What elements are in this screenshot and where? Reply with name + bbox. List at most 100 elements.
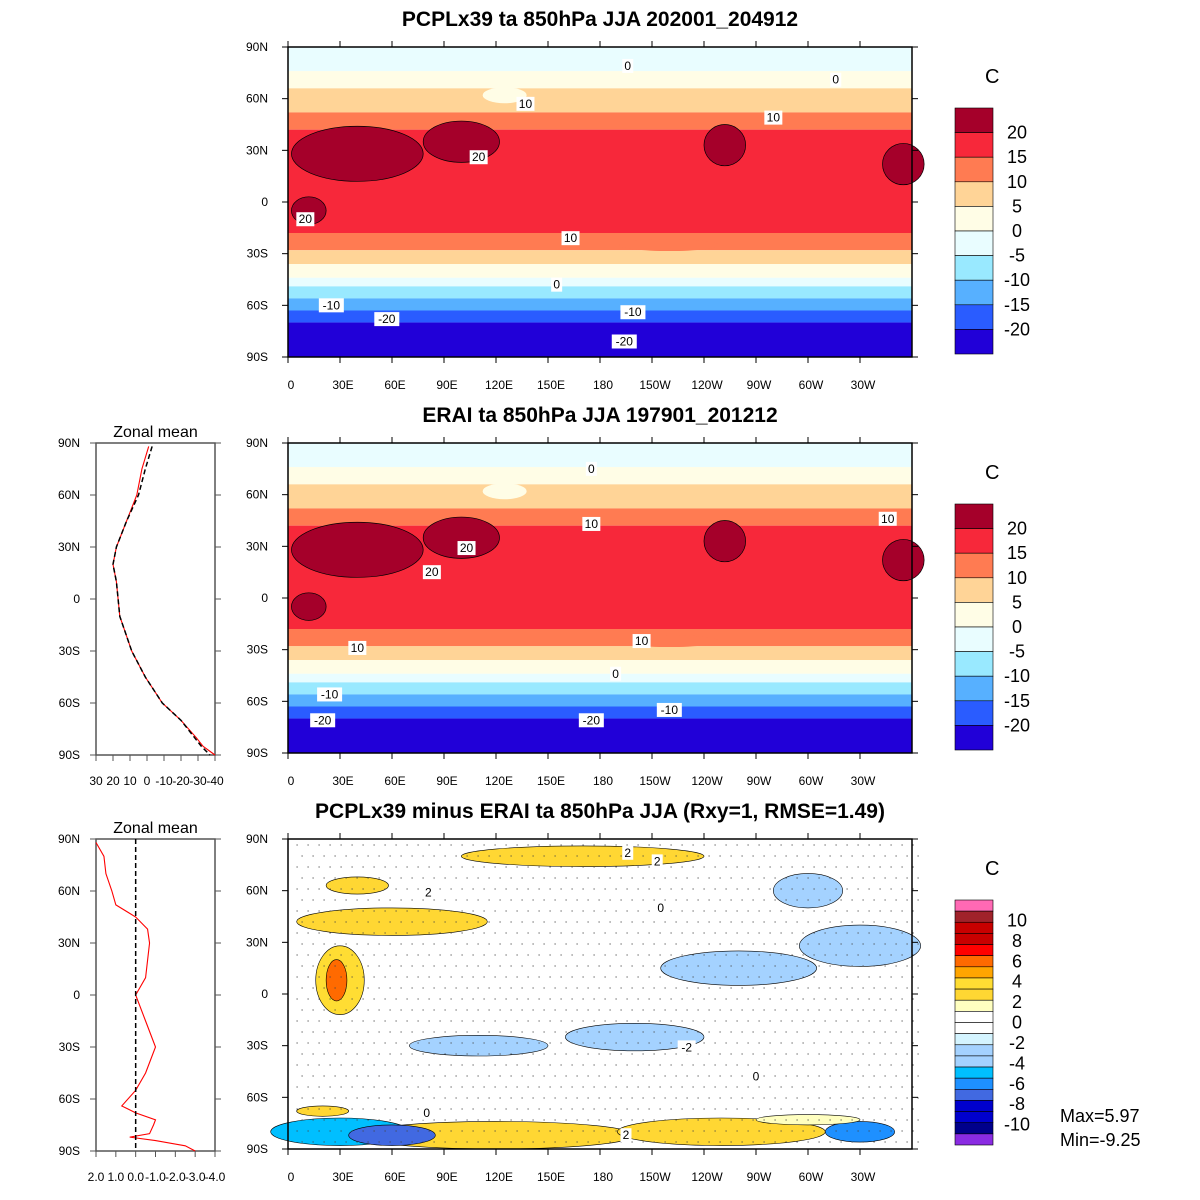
significance-dot [824,1042,826,1044]
significance-dot [703,1020,705,1022]
significance-dot [450,910,452,912]
significance-dot [604,954,606,956]
colorbar-label: 10 [1007,568,1027,588]
significance-dot [840,877,842,879]
significance-dot [697,965,699,967]
significance-dot [505,910,507,912]
significance-dot [763,943,765,945]
contour-label-box [469,150,488,165]
significance-dot [648,976,650,978]
significance-dot [906,1009,908,1011]
significance-dot [664,855,666,857]
significance-dot [763,877,765,879]
significance-dot [395,844,397,846]
lat-tick-label: 90S [247,350,268,364]
significance-dot [664,899,666,901]
significance-dot [708,965,710,967]
significance-dot [642,943,644,945]
significance-dot [846,844,848,846]
significance-dot [901,954,903,956]
significance-dot [340,910,342,912]
lat-tick-label: 60N [246,488,268,502]
significance-dot [538,1042,540,1044]
significance-dot [406,866,408,868]
significance-dot [785,877,787,879]
significance-dot [884,943,886,945]
significance-dot [895,1009,897,1011]
significance-dot [736,844,738,846]
significance-dot [318,976,320,978]
significance-dot [840,943,842,945]
significance-dot [763,1009,765,1011]
significance-dot [758,1064,760,1066]
lat-tick-label: 60S [247,694,268,708]
lat-tick-label: 30N [246,539,268,553]
lon-tick-label: 180 [593,378,613,392]
warm-region [422,120,500,163]
significance-dot [769,866,771,868]
significance-dot [675,921,677,923]
significance-dot [659,888,661,890]
significance-dot [604,1086,606,1088]
significance-dot [917,1053,919,1055]
significance-dot [494,1108,496,1110]
significance-dot [620,921,622,923]
significance-dot [384,954,386,956]
significance-dot [521,987,523,989]
significance-dot [725,932,727,934]
significance-dot [593,976,595,978]
significance-dot [714,954,716,956]
lon-tick-label: 150E [537,1170,565,1184]
difference-region [409,1035,549,1057]
lon-tick-label: 150W [639,1170,671,1184]
significance-dot [389,987,391,989]
significance-dot [384,888,386,890]
significance-dot [747,888,749,890]
significance-dot [549,998,551,1000]
lon-tick-label: 120W [691,1170,723,1184]
significance-dot [774,1141,776,1143]
significance-dot [741,1119,743,1121]
lat-tick-label: 30S [59,1040,80,1054]
significance-dot [307,932,309,934]
significance-dot [637,1108,639,1110]
difference-region [296,907,488,936]
significance-dot [329,1086,331,1088]
significance-dot [890,1130,892,1132]
lat-tick-label: 0 [73,988,80,1002]
lon-tick-label: 0 [288,1170,295,1184]
significance-dot [417,888,419,890]
significance-dot [631,1097,633,1099]
significance-dot [598,943,600,945]
significance-dot [411,1075,413,1077]
significance-dot [697,987,699,989]
significance-dot [329,1130,331,1132]
significance-dot [554,1097,556,1099]
significance-dot [741,943,743,945]
significance-dot [769,954,771,956]
significance-dot [752,1119,754,1121]
significance-dot [807,899,809,901]
significance-dot [510,965,512,967]
significance-dot [763,1075,765,1077]
significance-dot [494,1086,496,1088]
significance-dot [747,976,749,978]
lat-tick-label: 60S [247,298,268,312]
significance-dot [587,1097,589,1099]
significance-dot [648,954,650,956]
significance-dot [532,1009,534,1011]
significance-dot [725,844,727,846]
significance-dot [697,1119,699,1121]
significance-dot [565,1075,567,1077]
significance-dot [664,1075,666,1077]
significance-dot [736,1042,738,1044]
significance-dot [659,954,661,956]
significance-dot [862,1119,864,1121]
significance-dot [433,987,435,989]
significance-dot [708,1031,710,1033]
lat-tick-label: 90N [246,40,268,54]
significance-dot [367,877,369,879]
significance-dot [675,1031,677,1033]
significance-dot [686,1097,688,1099]
significance-dot [730,987,732,989]
